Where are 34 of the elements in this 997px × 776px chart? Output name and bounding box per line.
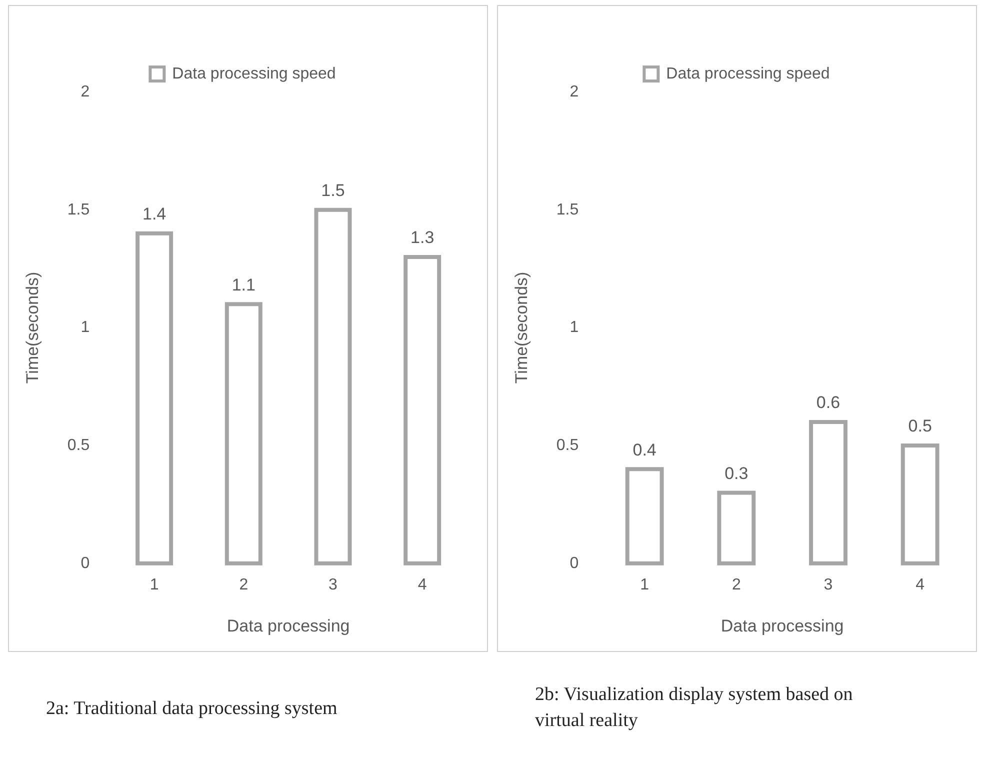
y-tick-label: 2 [570,83,579,100]
data-label: 1.4 [142,204,166,224]
y-tick-label: 2 [80,83,90,100]
data-label: 1.5 [321,181,345,200]
x-axis-title: Data processing [226,616,350,636]
y-tick-label: 0 [570,554,579,572]
data-label: 0.5 [908,416,932,436]
text: 2a: Traditional data processing system [45,697,338,721]
legend-label: Data processing speed [666,65,830,82]
y-tick-label: 1 [570,319,579,336]
x-tick-label: 2 [732,576,741,594]
x-tick-label: 3 [328,576,338,594]
x-tick-label: 1 [640,576,650,594]
y-tick-label: 0.5 [556,436,579,454]
x-axis-title: Data processing [720,616,844,636]
x-tick-label: 4 [916,576,925,594]
legend-label: Data processing speed [172,65,336,82]
x-tick-label: 3 [824,576,833,594]
x-tick-label: 4 [418,576,427,594]
y-tick-label: 1.5 [67,201,90,218]
y-tick-label: 1 [80,319,90,336]
data-label: 1.3 [410,228,434,248]
x-tick-label: 2 [239,576,248,594]
y-axis-title: Time(seconds) [22,272,42,384]
y-tick-label: 1.5 [556,201,579,218]
data-label: 0.3 [724,464,748,483]
data-label: 0.6 [816,393,840,412]
y-tick-label: 0.5 [67,436,90,454]
text: 2b: Visualization display system based on virtual reality [534,683,854,733]
y-axis-title: Time(seconds) [512,272,531,384]
data-label: 1.1 [232,275,256,294]
data-label: 0.4 [632,440,656,460]
x-tick-label: 1 [150,576,159,594]
y-tick-label: 0 [80,554,90,572]
